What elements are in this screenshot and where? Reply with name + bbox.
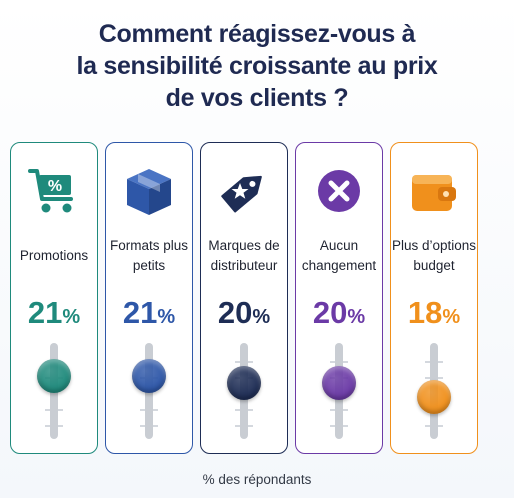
package-box-icon (106, 163, 192, 219)
percentage-value: 18% (391, 295, 477, 335)
svg-text:%: % (48, 178, 62, 195)
percentage-unit: % (62, 306, 81, 328)
footnote: % des répondants (202, 472, 312, 487)
slider-knob[interactable] (227, 366, 261, 400)
wallet-icon (391, 163, 477, 219)
option-label: Plus d’options budget (391, 238, 477, 273)
percentage-unit: % (442, 306, 461, 328)
percentage-value: 21% (11, 295, 97, 335)
option-card: Plus d’options budget 18% (390, 142, 478, 454)
option-label: Promotions (19, 248, 89, 263)
option-cards: % Promotions 21% Formats plus petits 21% M… (10, 142, 478, 454)
option-card: Aucun changement 20% (295, 142, 383, 454)
percentage-value: 21% (106, 295, 192, 335)
title-line-1: Comment réagissez-vous à (98, 20, 416, 48)
option-label: Aucun changement (301, 238, 377, 273)
chart-title: Comment réagissez-vous à la sensibilité … (0, 18, 514, 114)
option-card: % Promotions 21% (10, 142, 98, 454)
title-line-3: de vos clients ? (165, 84, 349, 112)
slider-knob[interactable] (322, 366, 356, 400)
percentage-unit: % (347, 306, 366, 328)
percentage-unit: % (157, 306, 176, 328)
slider-knob[interactable] (132, 359, 166, 393)
cross-circle-icon (296, 163, 382, 219)
option-card: Formats plus petits 21% (105, 142, 193, 454)
percentage-number: 20 (217, 295, 253, 330)
option-card: Marques de distributeur 20% (200, 142, 288, 454)
slider-knob[interactable] (417, 380, 451, 414)
percentage-number: 21 (122, 295, 158, 330)
price-tag-star-icon (201, 163, 287, 219)
title-line-2: la sensibilité croissante au prix (76, 52, 438, 80)
option-label: Formats plus petits (109, 238, 189, 273)
option-label: Marques de distributeur (208, 238, 280, 273)
percentage-number: 20 (312, 295, 348, 330)
percentage-value: 20% (201, 295, 287, 335)
percentage-value: 20% (296, 295, 382, 335)
slider-knob[interactable] (37, 359, 71, 393)
percentage-unit: % (252, 306, 271, 328)
shopping-cart-percent-icon: % (11, 163, 97, 219)
percentage-number: 21 (27, 295, 63, 330)
percentage-number: 18 (407, 295, 443, 330)
